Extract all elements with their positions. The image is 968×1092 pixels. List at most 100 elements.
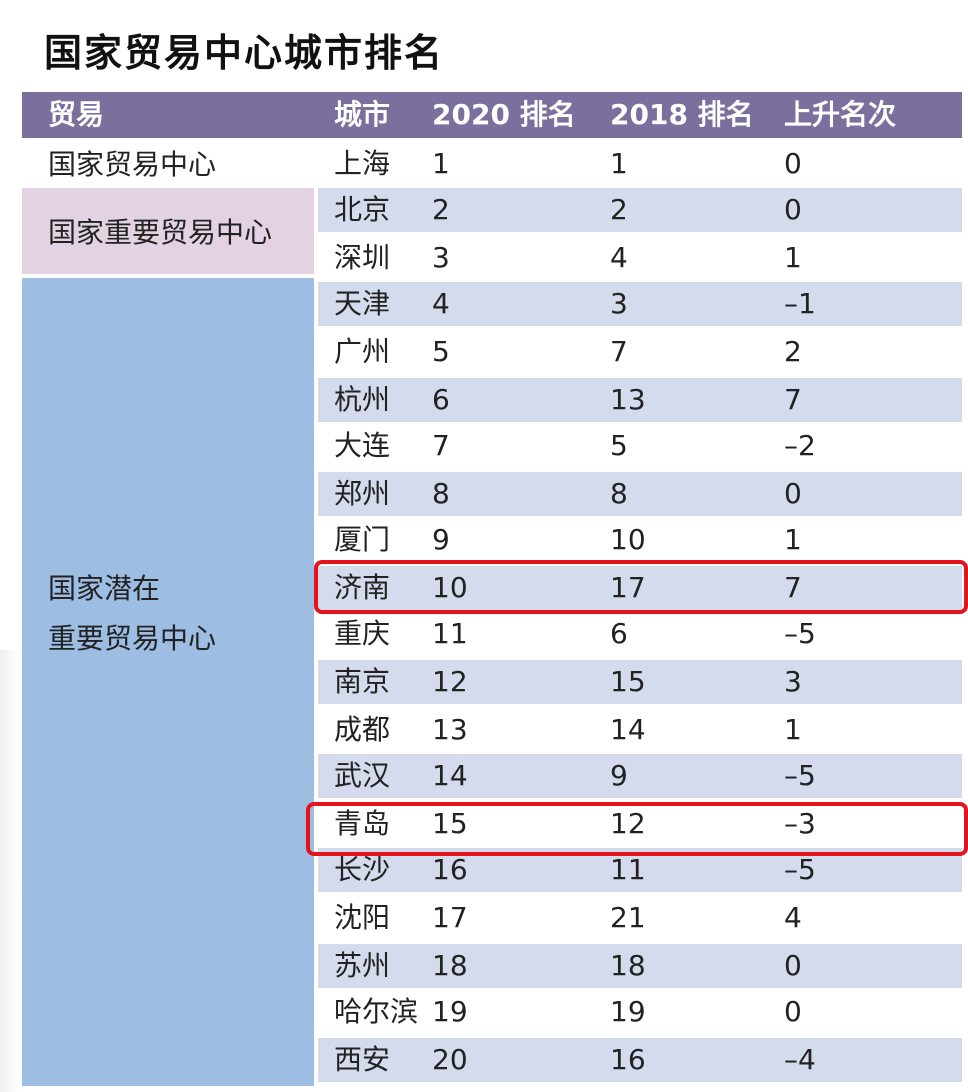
cell-rank-2018: 14 [610, 713, 646, 746]
cell-rank-2018: 1 [610, 147, 628, 180]
cell-rank-2020: 13 [432, 713, 468, 746]
table-row: 广州 5 7 2 [318, 330, 962, 374]
table-row: 沈阳 17 21 4 [318, 896, 962, 940]
table-row: 苏州 18 18 0 [318, 944, 962, 988]
cell-rise: 1 [784, 523, 802, 556]
cell-rise: 0 [784, 995, 802, 1028]
cell-rank-2018: 19 [610, 995, 646, 1028]
cell-rise: –2 [784, 429, 816, 462]
edge-shadow [0, 650, 18, 1092]
cell-city: 大连 [334, 429, 391, 462]
cell-city: 上海 [334, 147, 391, 180]
cell-rise: 7 [784, 383, 802, 416]
cell-city: 郑州 [334, 477, 391, 510]
cell-rank-2020: 8 [432, 477, 450, 510]
table-row: 大连 7 5 –2 [318, 424, 962, 468]
category-label-line2: 重要贸易中心 [48, 622, 217, 655]
cell-city: 哈尔滨 [334, 995, 419, 1028]
cell-rank-2020: 6 [432, 383, 450, 416]
cell-rise: 3 [784, 665, 802, 698]
cell-city: 天津 [334, 287, 391, 320]
cell-city: 沈阳 [334, 901, 391, 934]
cell-rank-2020: 12 [432, 665, 468, 698]
cell-rise: 1 [784, 713, 802, 746]
cell-rise: 2 [784, 335, 802, 368]
cell-rise: 7 [784, 571, 802, 604]
table-row: 厦门 9 10 1 [318, 518, 962, 562]
cell-rank-2018: 2 [610, 193, 628, 226]
page-title: 国家贸易中心城市排名 [44, 31, 445, 75]
cell-rank-2018: 16 [610, 1043, 646, 1076]
cell-rank-2018: 10 [610, 523, 646, 556]
table-row: 杭州 6 13 7 [318, 378, 962, 422]
table-row: 济南 10 17 7 [318, 566, 962, 610]
table-header: 贸易 城市 2020 排名 2018 排名 上升名次 [22, 92, 962, 138]
cell-rank-2018: 3 [610, 287, 628, 320]
cell-rank-2020: 16 [432, 853, 468, 886]
table-row: 南京 12 15 3 [318, 660, 962, 704]
cell-rank-2020: 2 [432, 193, 450, 226]
cell-city: 青岛 [334, 807, 391, 840]
cell-city: 广州 [334, 335, 391, 368]
cell-rise: 0 [784, 147, 802, 180]
cell-rank-2018: 13 [610, 383, 646, 416]
cell-rise: 0 [784, 193, 802, 226]
table-row: 郑州 8 8 0 [318, 472, 962, 516]
header-trade: 贸易 [48, 98, 105, 131]
cell-rank-2020: 14 [432, 759, 468, 792]
category-national-trade-center: 国家贸易中心 [22, 140, 314, 186]
category-potential-important-trade-center: 国家潜在 重要贸易中心 [22, 278, 314, 1086]
category-national-important-trade-center: 国家重要贸易中心 [22, 188, 314, 274]
table-row: 哈尔滨 19 19 0 [318, 990, 962, 1034]
cell-rank-2018: 8 [610, 477, 628, 510]
cell-rise: 1 [784, 241, 802, 274]
cell-rank-2018: 5 [610, 429, 628, 462]
cell-city: 西安 [334, 1043, 391, 1076]
cell-rank-2018: 7 [610, 335, 628, 368]
cell-rank-2018: 11 [610, 853, 646, 886]
cell-rank-2018: 12 [610, 807, 646, 840]
cell-rank-2020: 20 [432, 1043, 468, 1076]
table-row: 深圳 3 4 1 [318, 236, 962, 280]
cell-city: 深圳 [334, 241, 391, 274]
category-label-line1: 国家潜在 [48, 572, 161, 605]
cell-rank-2018: 18 [610, 949, 646, 982]
cell-rank-2020: 17 [432, 901, 468, 934]
cell-city: 南京 [334, 665, 391, 698]
cell-city: 北京 [334, 193, 391, 226]
cell-rank-2020: 1 [432, 147, 450, 180]
cell-rank-2018: 6 [610, 617, 628, 650]
cell-rise: 0 [784, 949, 802, 982]
cell-city: 长沙 [334, 853, 391, 886]
header-city: 城市 [334, 98, 391, 131]
table-row: 西安 20 16 –4 [318, 1038, 962, 1082]
table-row: 北京 2 2 0 [318, 188, 962, 232]
cell-rank-2020: 18 [432, 949, 468, 982]
table-row: 天津 4 3 –1 [318, 282, 962, 326]
cell-rank-2020: 9 [432, 523, 450, 556]
cell-rank-2018: 21 [610, 901, 646, 934]
category-label: 国家重要贸易中心 [48, 216, 273, 249]
header-rank-2018: 2018 排名 [610, 98, 754, 131]
cell-rise: –4 [784, 1043, 816, 1076]
cell-rise: –5 [784, 759, 816, 792]
table-row: 青岛 15 12 –3 [318, 802, 962, 846]
cell-rank-2020: 3 [432, 241, 450, 274]
header-rise: 上升名次 [784, 98, 897, 131]
cell-rise: 4 [784, 901, 802, 934]
cell-city: 苏州 [334, 949, 391, 982]
table-row: 上海 1 1 0 [318, 142, 962, 186]
table-row: 重庆 11 6 –5 [318, 612, 962, 656]
cell-city: 武汉 [334, 759, 391, 792]
cell-rise: –3 [784, 807, 816, 840]
cell-rank-2020: 10 [432, 571, 468, 604]
cell-rank-2020: 19 [432, 995, 468, 1028]
cell-rank-2018: 4 [610, 241, 628, 274]
cell-rise: –1 [784, 287, 816, 320]
category-label: 国家贸易中心 [48, 148, 217, 181]
cell-rank-2018: 15 [610, 665, 646, 698]
cell-city: 重庆 [334, 617, 391, 650]
cell-rank-2018: 9 [610, 759, 628, 792]
cell-city: 杭州 [334, 383, 391, 416]
cell-rise: –5 [784, 853, 816, 886]
